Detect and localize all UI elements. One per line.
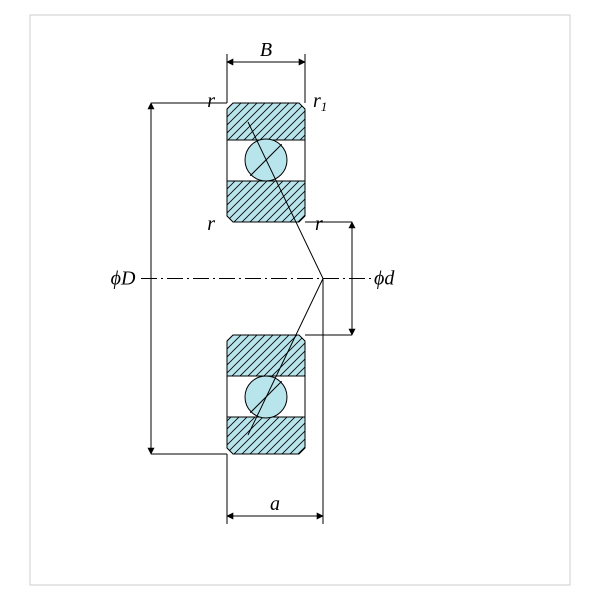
bearing-cross-section-diagram: BϕD ϕd a r r1 r r — [0, 0, 600, 600]
label-D: ϕD — [111, 268, 136, 290]
bearing-geometry — [141, 103, 372, 454]
label-d: ϕd — [374, 268, 395, 290]
label-r-inner-left: r — [207, 213, 215, 235]
label-r1: r1 — [313, 90, 327, 114]
label-r-top-left: r — [207, 90, 215, 112]
label-r-inner-right: r — [315, 213, 323, 235]
label-a: a — [270, 493, 280, 515]
label-B: B — [260, 39, 272, 61]
image-border — [30, 15, 570, 585]
